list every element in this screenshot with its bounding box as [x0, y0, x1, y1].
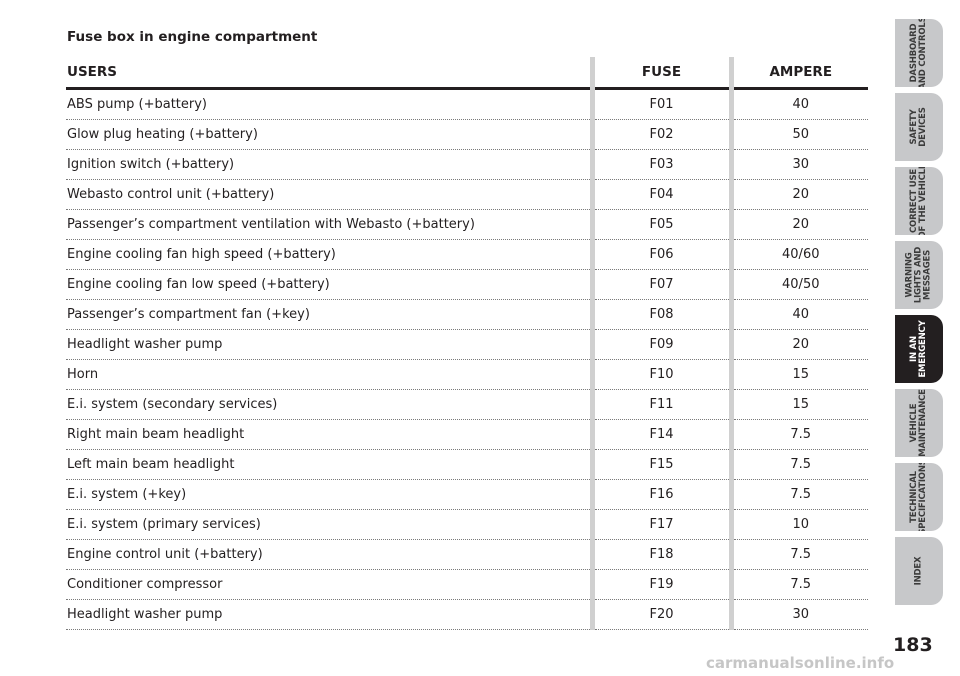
table-row: Glow plug heating (+battery) F02 50	[66, 119, 868, 150]
section-title: Fuse box in engine compartment	[67, 29, 318, 45]
row-ampere-cell: 15	[728, 389, 868, 420]
chapter-tab-label: VEHICLE MAINTENANCE	[909, 389, 928, 457]
table-row: E.i. system (+key) F16 7.5	[66, 479, 868, 510]
row-fuse-cell: F06	[589, 239, 731, 270]
row-users-cell: Right main beam headlight	[66, 419, 592, 450]
row-fuse-cell: F18	[589, 539, 731, 570]
row-fuse-cell: F01	[589, 88, 731, 120]
row-users-cell: Horn	[66, 359, 592, 390]
row-ampere-cell: 40/50	[728, 269, 868, 300]
chapter-tab[interactable]: WARNING LIGHTS AND MESSAGES	[895, 241, 943, 309]
row-fuse-cell: F09	[589, 329, 731, 360]
row-fuse-cell: F10	[589, 359, 731, 390]
chapter-tab-label: INDEX	[913, 556, 924, 586]
row-fuse-cell: F08	[589, 299, 731, 330]
row-fuse-cell: F05	[589, 209, 731, 240]
header-users: USERS	[66, 57, 592, 90]
row-fuse-cell: F14	[589, 419, 731, 450]
row-users-cell: Webasto control unit (+battery)	[66, 179, 592, 210]
row-users-cell: Left main beam headlight	[66, 449, 592, 480]
table-row: Horn F10 15	[66, 359, 868, 390]
row-fuse-cell: F02	[589, 119, 731, 150]
row-users-cell: Engine cooling fan low speed (+battery)	[66, 269, 592, 300]
table-row: Webasto control unit (+battery) F04 20	[66, 179, 868, 210]
row-users-cell: E.i. system (+key)	[66, 479, 592, 510]
chapter-tab[interactable]: CORRECT USE OF THE VEHICLE	[895, 167, 943, 235]
chapter-tab-label: WARNING LIGHTS AND MESSAGES	[904, 246, 933, 304]
table-row: Left main beam headlight F15 7.5	[66, 449, 868, 480]
row-users-cell: Conditioner compressor	[66, 569, 592, 600]
table-row: Conditioner compressor F19 7.5	[66, 569, 868, 600]
row-users-cell: Engine control unit (+battery)	[66, 539, 592, 570]
table-row: Headlight washer pump F09 20	[66, 329, 868, 360]
row-users-cell: Passenger’s compartment fan (+key)	[66, 299, 592, 330]
header-fuse: FUSE	[589, 57, 731, 90]
table-row: Headlight washer pump F20 30	[66, 599, 868, 630]
watermark-text: carmanualsonline.info	[706, 654, 895, 672]
table-row: Passenger’s compartment ventilation with…	[66, 209, 868, 240]
row-users-cell: ABS pump (+battery)	[66, 88, 592, 120]
row-users-cell: Headlight washer pump	[66, 329, 592, 360]
row-ampere-cell: 30	[728, 149, 868, 180]
row-users-cell: Headlight washer pump	[66, 599, 592, 630]
chapter-tab[interactable]: IN AN EMERGENCY	[895, 315, 943, 383]
row-ampere-cell: 20	[728, 329, 868, 360]
row-ampere-cell: 7.5	[728, 539, 868, 570]
table-row: E.i. system (primary services) F17 10	[66, 509, 868, 540]
row-users-cell: Ignition switch (+battery)	[66, 149, 592, 180]
chapter-tab[interactable]: SAFETY DEVICES	[895, 93, 943, 161]
chapter-tab-label: SAFETY DEVICES	[909, 107, 928, 147]
row-ampere-cell: 7.5	[728, 479, 868, 510]
row-ampere-cell: 50	[728, 119, 868, 150]
chapter-tab[interactable]: INDEX	[895, 537, 943, 605]
row-users-cell: E.i. system (secondary services)	[66, 389, 592, 420]
row-fuse-cell: F04	[589, 179, 731, 210]
row-fuse-cell: F03	[589, 149, 731, 180]
row-ampere-cell: 40/60	[728, 239, 868, 270]
fuse-table-body: ABS pump (+battery) F01 40 Glow plug heatin…	[66, 88, 868, 630]
row-fuse-cell: F16	[589, 479, 731, 510]
row-ampere-cell: 7.5	[728, 569, 868, 600]
chapter-tab[interactable]: DASHBOARD AND CONTROLS	[895, 19, 943, 87]
chapter-tab-label: CORRECT USE OF THE VEHICLE	[909, 167, 928, 235]
fuse-table: USERS FUSE AMPERE ABS pump (+battery) F01…	[66, 57, 868, 630]
table-row: Right main beam headlight F14 7.5	[66, 419, 868, 450]
row-users-cell: Passenger’s compartment ventilation with…	[66, 209, 592, 240]
table-row: Passenger’s compartment fan (+key) F08 40	[66, 299, 868, 330]
row-fuse-cell: F15	[589, 449, 731, 480]
row-ampere-cell: 30	[728, 599, 868, 630]
row-fuse-cell: F07	[589, 269, 731, 300]
row-fuse-cell: F17	[589, 509, 731, 540]
row-users-cell: E.i. system (primary services)	[66, 509, 592, 540]
row-ampere-cell: 20	[728, 179, 868, 210]
chapter-tab[interactable]: TECHNICAL SPECIFICATIONS	[895, 463, 943, 531]
table-row: Engine cooling fan high speed (+battery)…	[66, 239, 868, 270]
header-ampere: AMPERE	[728, 57, 868, 90]
row-users-cell: Glow plug heating (+battery)	[66, 119, 592, 150]
row-ampere-cell: 7.5	[728, 419, 868, 450]
table-row: Engine cooling fan low speed (+battery) F…	[66, 269, 868, 300]
table-row: ABS pump (+battery) F01 40	[66, 88, 868, 120]
page-number: 183	[893, 634, 933, 656]
row-ampere-cell: 15	[728, 359, 868, 390]
row-ampere-cell: 40	[728, 88, 868, 120]
row-ampere-cell: 10	[728, 509, 868, 540]
row-ampere-cell: 7.5	[728, 449, 868, 480]
table-header-row: USERS FUSE AMPERE	[66, 57, 868, 90]
table-row: Ignition switch (+battery) F03 30	[66, 149, 868, 180]
table-row: E.i. system (secondary services) F11 15	[66, 389, 868, 420]
row-ampere-cell: 40	[728, 299, 868, 330]
chapter-tab[interactable]: VEHICLE MAINTENANCE	[895, 389, 943, 457]
row-users-cell: Engine cooling fan high speed (+battery)	[66, 239, 592, 270]
chapter-tab-label: IN AN EMERGENCY	[909, 320, 928, 378]
row-fuse-cell: F19	[589, 569, 731, 600]
row-fuse-cell: F20	[589, 599, 731, 630]
chapter-tab-label: TECHNICAL SPECIFICATIONS	[909, 463, 928, 531]
chapter-tab-label: DASHBOARD AND CONTROLS	[909, 19, 928, 87]
row-ampere-cell: 20	[728, 209, 868, 240]
table-row: Engine control unit (+battery) F18 7.5	[66, 539, 868, 570]
row-fuse-cell: F11	[589, 389, 731, 420]
